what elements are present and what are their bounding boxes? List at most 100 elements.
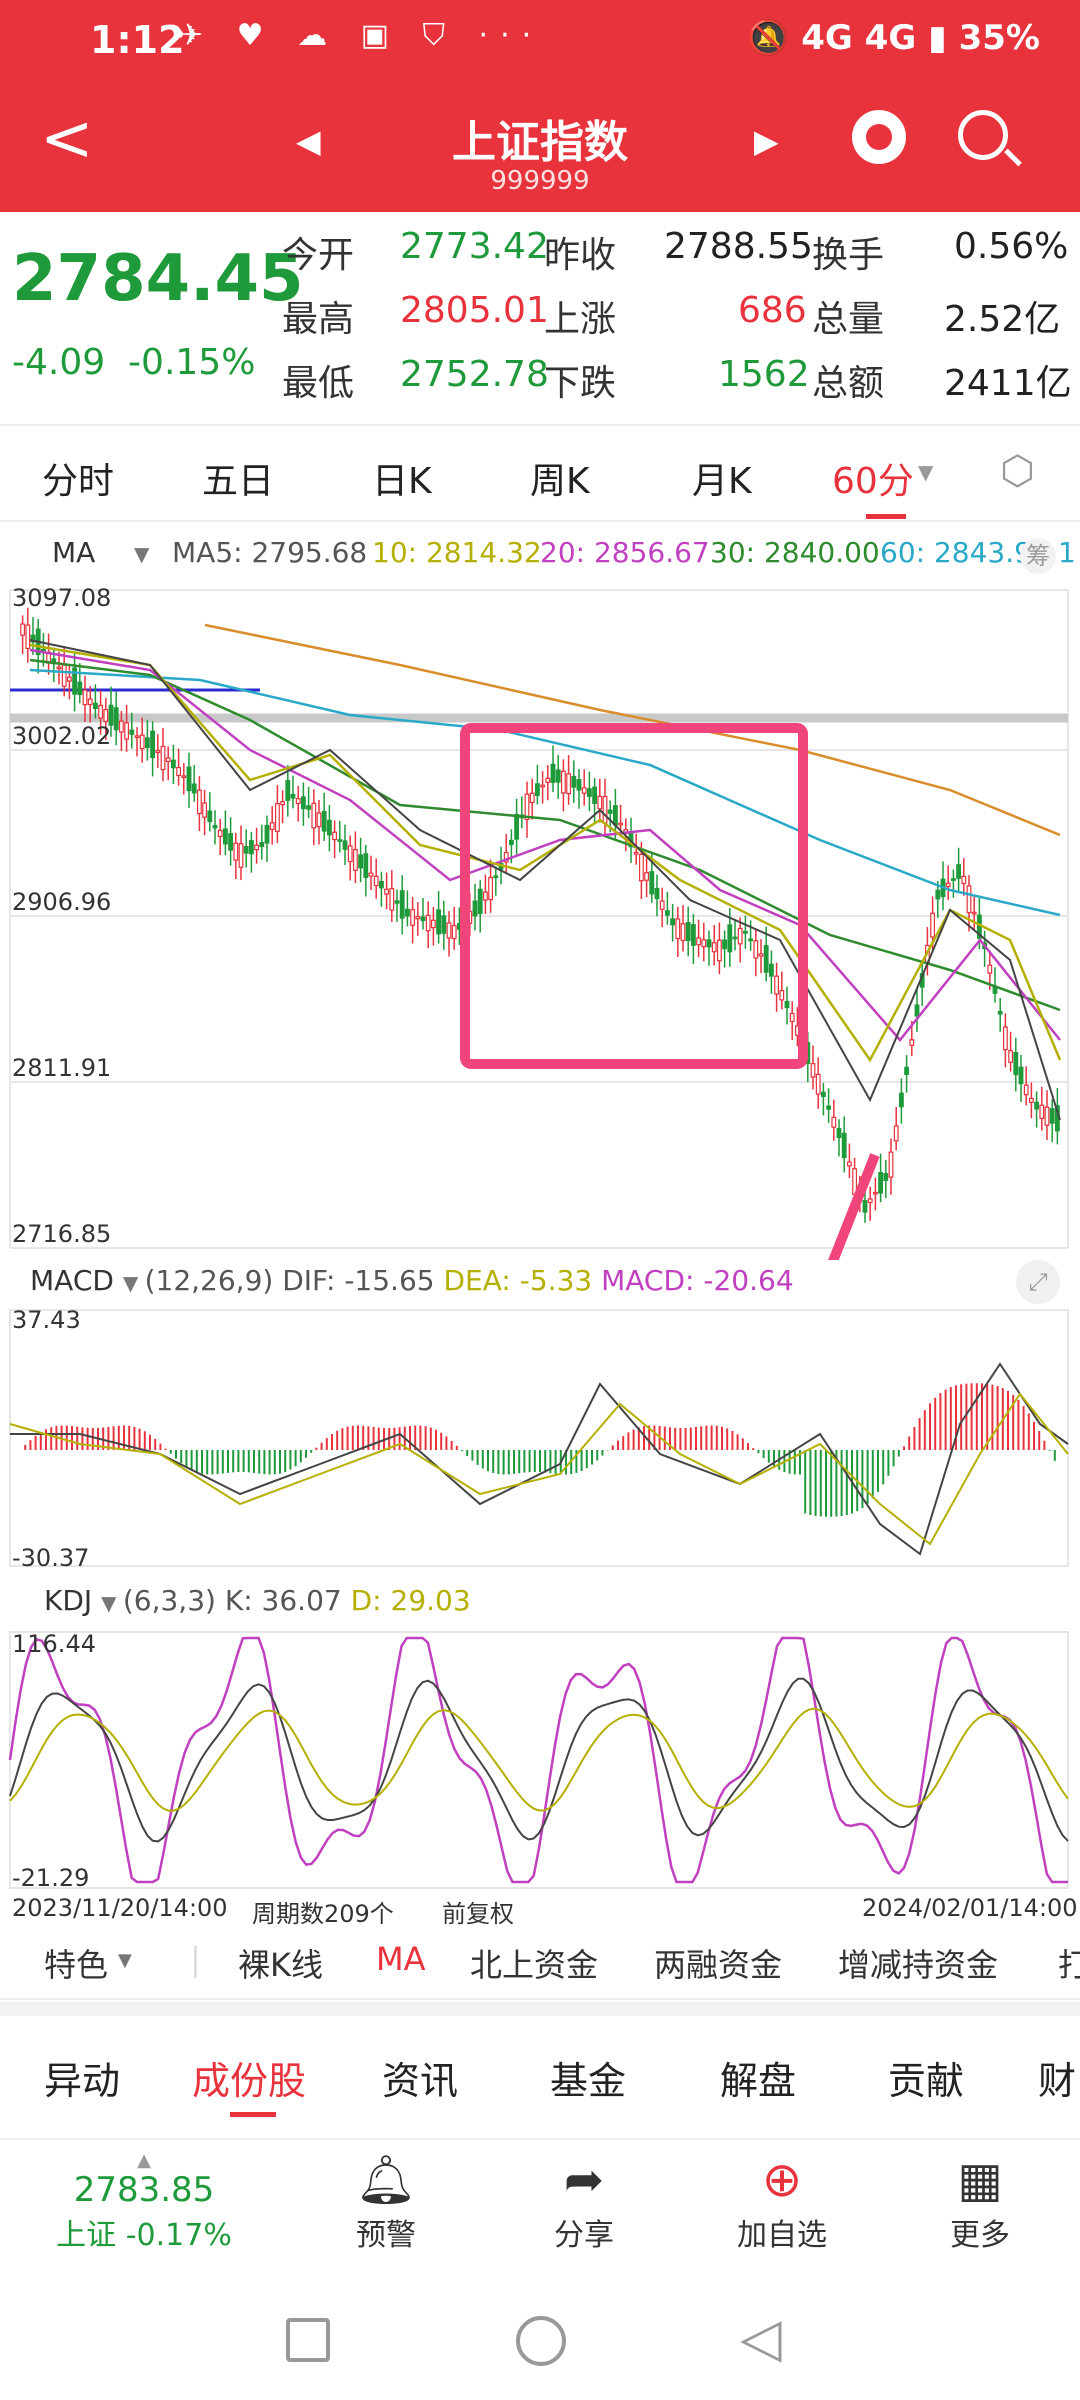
candle-body	[1039, 1104, 1045, 1119]
indicator-tab-ma[interactable]: MA	[376, 1940, 426, 1978]
chevron-down-icon[interactable]: ▼	[118, 1950, 132, 1971]
share-icon: ➦	[563, 2152, 605, 2208]
tab-daily-k[interactable]: 日K	[372, 461, 432, 502]
ma20-line	[29, 648, 1061, 1042]
candle-body	[826, 1105, 832, 1110]
tab-finance[interactable]: 财	[1038, 2059, 1077, 2103]
tab-monthly-k[interactable]: 月K	[692, 461, 752, 502]
candle-body	[638, 853, 644, 882]
add-favorite-button[interactable]: ⊕ 加自选	[682, 2150, 882, 2254]
next-stock-icon[interactable]: ▶	[754, 122, 779, 160]
candle-body	[134, 735, 140, 738]
candle-body	[711, 942, 717, 953]
candle-body	[862, 1200, 868, 1213]
hexagon-settings-icon[interactable]: ⬡	[1000, 448, 1035, 494]
tab-contribution[interactable]: 贡献	[888, 2059, 965, 2103]
tab-weekly-k[interactable]: 周K	[530, 461, 590, 502]
macd-label[interactable]: MACD	[30, 1264, 114, 1297]
candle-body	[883, 1173, 889, 1181]
candle-body	[597, 795, 603, 810]
candle-body	[784, 1000, 790, 1009]
tab-funds[interactable]: 基金	[550, 2059, 627, 2103]
tab-movements[interactable]: 异动	[44, 2059, 121, 2103]
adjust-mode[interactable]: 前复权	[442, 1900, 514, 1928]
back-nav-icon[interactable]: ◁	[740, 2306, 782, 2369]
macd-chart[interactable]	[0, 1304, 1080, 1572]
tab-news[interactable]: 资讯	[382, 2059, 459, 2103]
candle-body	[321, 810, 327, 832]
recent-apps-icon[interactable]	[286, 2318, 330, 2362]
tab-timeshare[interactable]: 分时	[42, 461, 115, 502]
indicator-tab-northbound[interactable]: 北上资金	[470, 1946, 599, 1984]
high-value: 2805.01	[400, 290, 549, 331]
candle-body	[425, 914, 431, 932]
ma30-value: 30: 2840.00	[710, 536, 880, 569]
candle-body	[560, 770, 566, 794]
chevron-down-icon[interactable]: ▼	[134, 542, 150, 566]
ma60-value: 60: 2843.9	[880, 536, 1032, 569]
prev-stock-icon[interactable]: ◀	[296, 122, 321, 160]
candle-body	[545, 777, 551, 783]
indicator-tabs: 特色 ▼ | 裸K线 MA 北上资金 两融资金 增减持资金 打	[0, 1930, 1080, 2000]
candle-body	[1028, 1097, 1034, 1103]
candle-body	[311, 802, 317, 829]
candle-body	[124, 722, 130, 740]
indicator-tab-margin[interactable]: 两融资金	[654, 1946, 783, 1984]
candle-body	[410, 909, 416, 926]
more-button[interactable]: ▦ 更多	[880, 2150, 1080, 2254]
kdj-label[interactable]: KDJ	[44, 1584, 93, 1617]
indicator-tab-holdings[interactable]: 增减持资金	[838, 1946, 999, 1984]
x-axis-start: 2023/11/20/14:00	[12, 1894, 228, 1922]
tab-analysis[interactable]: 解盘	[720, 2059, 797, 2103]
candle-body	[872, 1191, 878, 1195]
mascot-icon[interactable]	[852, 110, 906, 164]
indicator-tab-featured[interactable]: 特色	[44, 1946, 109, 1984]
tab-five-day[interactable]: 五日	[202, 461, 275, 502]
turnover-value: 0.56%	[954, 226, 1069, 267]
down-label: 下跌	[544, 363, 617, 404]
share-label: 分享	[554, 2218, 614, 2253]
kdj-k-line	[9, 1677, 1069, 1843]
alert-button[interactable]: 🔔︎ 预警	[286, 2150, 486, 2254]
candle-body	[649, 871, 655, 895]
candle-body	[72, 667, 78, 695]
home-icon[interactable]	[516, 2316, 566, 2366]
indicator-tab-naked-k[interactable]: 裸K线	[238, 1946, 323, 1984]
ma-legend-bar: MA ▼ MA5: 2795.68 10: 2814.32 20: 2856.6…	[0, 536, 1080, 576]
candle-body	[420, 916, 426, 922]
back-icon[interactable]: <	[40, 102, 94, 176]
kdj-k: K: 36.07	[224, 1584, 342, 1617]
candle-body	[997, 1010, 1003, 1015]
add-favorite-label: 加自选	[737, 2218, 827, 2253]
candle-body	[139, 734, 145, 750]
chevron-down-icon[interactable]: ▼	[918, 460, 934, 484]
candle-body	[238, 843, 244, 868]
expand-icon[interactable]: ⤢	[1016, 1260, 1060, 1304]
candle-body	[612, 805, 618, 826]
chevron-down-icon[interactable]: ▼	[122, 1271, 145, 1295]
candle-body	[316, 812, 322, 828]
price-change: -4.09 -0.15%	[12, 342, 255, 383]
kline-chart[interactable]	[0, 580, 1080, 1260]
candle-body	[170, 759, 176, 769]
search-icon[interactable]	[958, 110, 1008, 160]
tab-60min[interactable]: 60分	[832, 461, 914, 502]
ma-label[interactable]: MA	[52, 536, 96, 569]
candle-body	[233, 842, 239, 861]
chevron-down-icon[interactable]: ▼	[101, 1591, 123, 1615]
tab-constituents[interactable]: 成份股	[192, 2059, 307, 2103]
chip-distribution-button[interactable]: 筹	[1020, 538, 1056, 574]
add-favorite-icon: ⊕	[761, 2152, 803, 2208]
candle-body	[228, 833, 234, 851]
candle-body	[664, 910, 670, 916]
macd-frame	[9, 1309, 1069, 1567]
share-button[interactable]: ➦ 分享	[484, 2150, 684, 2254]
bottom-quote[interactable]: ▲ 2783.85 上证 -0.17%	[44, 2150, 244, 2254]
macd-axis-top: 37.43	[12, 1306, 81, 1334]
candle-body	[779, 990, 785, 1001]
candle-body	[789, 1012, 795, 1023]
kdj-chart[interactable]	[0, 1626, 1080, 1894]
status-time: 1:12	[90, 18, 185, 62]
candle-body	[30, 634, 36, 643]
indicator-tab-more[interactable]: 打	[1058, 1946, 1080, 1984]
